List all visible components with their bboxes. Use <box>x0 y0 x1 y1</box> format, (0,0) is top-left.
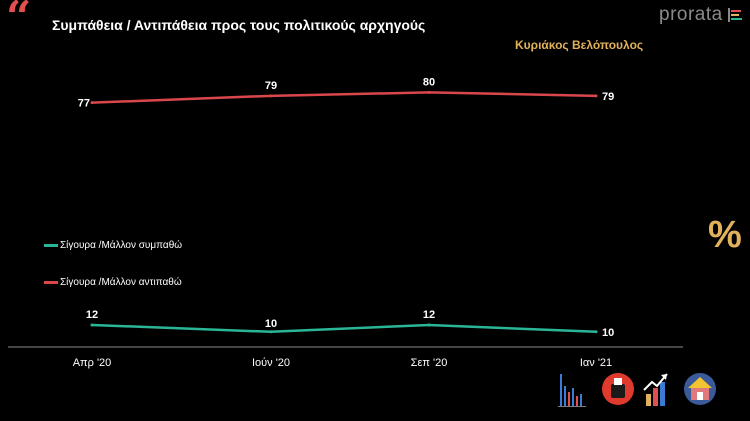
series-line <box>91 323 597 334</box>
ballot-icon <box>602 373 634 405</box>
home-icon <box>684 373 716 405</box>
x-tick-label: Απρ '20 <box>73 357 112 369</box>
bar-chart-icon <box>558 374 586 407</box>
brand-logo-icon <box>728 8 742 22</box>
percent-icon: % <box>708 214 742 256</box>
data-point <box>90 101 94 105</box>
data-point <box>594 330 598 334</box>
brand-logo: prorata <box>659 4 723 25</box>
data-point <box>269 330 273 334</box>
page-title: Συμπάθεια / Αντιπάθεια προς τους πολιτικ… <box>52 17 426 33</box>
legend-label: Σίγουρα /Μάλλον αντιπαθώ <box>60 277 182 288</box>
x-tick-label: Ιούν '20 <box>252 357 290 369</box>
x-tick-label: Σεπ '20 <box>411 357 448 369</box>
chart-title: Κυριάκος Βελόπουλος <box>515 38 644 52</box>
data-label: 10 <box>602 327 614 339</box>
legend-label: Σίγουρα /Μάλλον συμπαθώ <box>60 240 183 251</box>
data-label: 12 <box>86 309 98 321</box>
quote-mark: “ <box>6 0 32 43</box>
data-label: 79 <box>602 91 614 103</box>
data-label: 10 <box>265 318 277 330</box>
data-label: 77 <box>78 98 90 110</box>
trend-up-icon <box>643 373 668 406</box>
data-point <box>90 323 94 327</box>
data-label: 79 <box>265 80 277 92</box>
data-label: 80 <box>423 76 435 88</box>
series-line <box>91 91 597 104</box>
x-tick-label: Ιαν '21 <box>580 357 612 369</box>
legend-swatch <box>44 280 58 284</box>
data-label: 12 <box>423 309 435 321</box>
legend-item-antipatho: Σίγουρα /Μάλλον αντιπαθώ <box>44 277 182 288</box>
footer-icons <box>558 373 716 407</box>
data-point <box>594 94 598 98</box>
data-point <box>427 90 431 94</box>
legend-item-sympatho: Σίγουρα /Μάλλον συμπαθώ <box>44 240 182 251</box>
legend-swatch <box>44 243 58 247</box>
data-point <box>269 94 273 98</box>
data-point <box>427 323 431 327</box>
